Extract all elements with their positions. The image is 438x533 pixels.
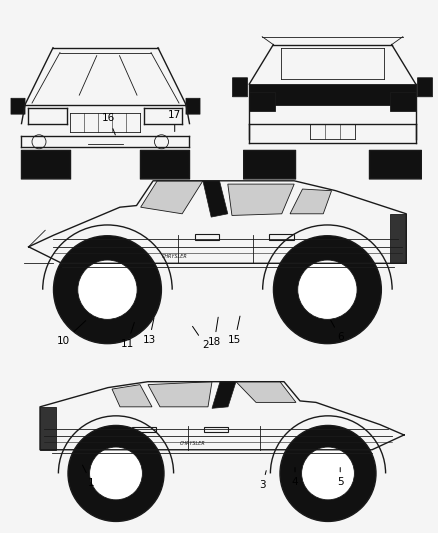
Circle shape <box>279 425 375 521</box>
FancyBboxPatch shape <box>369 150 420 179</box>
Polygon shape <box>148 382 212 407</box>
Polygon shape <box>236 382 295 402</box>
Text: CHRYSLER: CHRYSLER <box>161 254 187 259</box>
Polygon shape <box>212 382 236 408</box>
Polygon shape <box>40 407 56 450</box>
Text: 16: 16 <box>102 114 115 135</box>
FancyBboxPatch shape <box>11 98 25 114</box>
Polygon shape <box>140 181 202 214</box>
Polygon shape <box>202 181 227 217</box>
FancyBboxPatch shape <box>232 78 247 97</box>
Polygon shape <box>112 385 152 407</box>
Polygon shape <box>389 92 415 111</box>
Circle shape <box>53 236 161 344</box>
Circle shape <box>68 425 164 521</box>
Polygon shape <box>389 214 405 263</box>
Text: 11: 11 <box>120 322 134 349</box>
Text: CHRYSLER: CHRYSLER <box>180 441 205 446</box>
Polygon shape <box>249 92 275 111</box>
Circle shape <box>297 260 356 319</box>
Circle shape <box>301 447 353 500</box>
Text: 17: 17 <box>168 110 181 132</box>
FancyBboxPatch shape <box>186 98 200 114</box>
Text: 18: 18 <box>207 317 220 347</box>
Bar <box>204 427 227 432</box>
FancyBboxPatch shape <box>417 78 431 97</box>
Text: 15: 15 <box>228 316 241 345</box>
Polygon shape <box>227 184 293 215</box>
Text: 6: 6 <box>330 320 343 342</box>
Bar <box>132 427 155 432</box>
Text: 5: 5 <box>336 467 343 487</box>
Text: 13: 13 <box>142 318 155 345</box>
Text: 3: 3 <box>258 471 265 490</box>
Circle shape <box>273 236 381 344</box>
FancyBboxPatch shape <box>140 150 189 179</box>
Text: 1: 1 <box>82 465 95 488</box>
Text: 10: 10 <box>57 321 85 346</box>
Circle shape <box>78 260 137 319</box>
FancyBboxPatch shape <box>243 150 295 179</box>
Polygon shape <box>249 84 415 104</box>
FancyBboxPatch shape <box>21 150 71 179</box>
Circle shape <box>89 447 142 500</box>
Text: 2: 2 <box>192 326 208 350</box>
Bar <box>194 233 219 240</box>
Text: 4: 4 <box>291 467 298 487</box>
Bar <box>268 233 293 240</box>
Polygon shape <box>290 189 331 214</box>
